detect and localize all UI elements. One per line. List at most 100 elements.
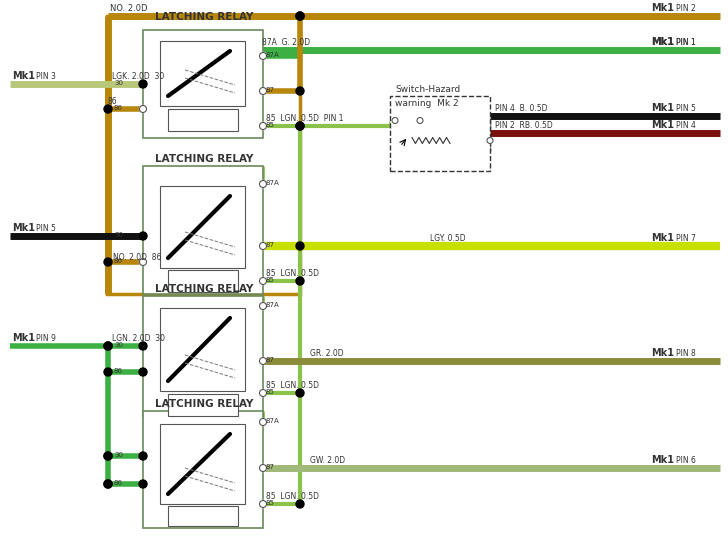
Text: 86: 86 xyxy=(114,105,123,111)
Text: Mk1: Mk1 xyxy=(651,348,674,358)
Bar xyxy=(143,411,263,528)
Circle shape xyxy=(104,480,112,488)
Circle shape xyxy=(104,342,112,350)
Text: NO. 2.0D: NO. 2.0D xyxy=(110,4,148,13)
Circle shape xyxy=(104,105,112,113)
Text: LGY. 0.5D: LGY. 0.5D xyxy=(430,234,466,243)
Text: 86: 86 xyxy=(114,480,123,486)
Text: 30: 30 xyxy=(114,232,123,238)
Circle shape xyxy=(487,138,493,144)
Text: 87: 87 xyxy=(266,357,275,363)
Circle shape xyxy=(259,389,266,396)
Text: Mk1: Mk1 xyxy=(651,103,674,113)
Bar xyxy=(107,16,300,294)
Text: PIN 9: PIN 9 xyxy=(36,334,56,343)
Text: GR. 2.0D: GR. 2.0D xyxy=(310,349,344,358)
Text: Mk1: Mk1 xyxy=(12,223,35,233)
Bar xyxy=(160,186,245,268)
Bar xyxy=(143,296,263,418)
Circle shape xyxy=(259,242,266,250)
Bar xyxy=(160,41,245,106)
Circle shape xyxy=(296,389,304,397)
Circle shape xyxy=(296,12,304,20)
Circle shape xyxy=(296,122,304,130)
Text: NO. 2.0D  86: NO. 2.0D 86 xyxy=(113,253,162,262)
Circle shape xyxy=(140,480,146,488)
Text: PIN 1: PIN 1 xyxy=(676,38,696,47)
Circle shape xyxy=(104,258,112,266)
Text: LATCHING RELAY: LATCHING RELAY xyxy=(155,12,253,22)
Text: Mk1: Mk1 xyxy=(651,3,674,13)
Text: 86: 86 xyxy=(107,97,116,106)
Circle shape xyxy=(140,105,146,112)
Text: 87: 87 xyxy=(266,464,275,470)
Text: LATCHING RELAY: LATCHING RELAY xyxy=(155,284,253,294)
Text: GW. 2.0D: GW. 2.0D xyxy=(310,456,345,465)
Text: 85: 85 xyxy=(266,277,275,283)
Circle shape xyxy=(140,258,146,265)
Circle shape xyxy=(139,368,147,376)
Text: 85: 85 xyxy=(266,389,275,395)
Circle shape xyxy=(140,369,146,376)
Circle shape xyxy=(259,302,266,310)
Text: 87A: 87A xyxy=(266,418,280,424)
Text: PIN 7: PIN 7 xyxy=(676,234,696,243)
Text: 30: 30 xyxy=(114,452,123,458)
Text: 87A: 87A xyxy=(266,302,280,308)
Circle shape xyxy=(139,480,147,488)
Circle shape xyxy=(259,122,266,129)
Circle shape xyxy=(296,500,304,508)
Circle shape xyxy=(104,452,112,460)
Text: 87A: 87A xyxy=(266,180,280,186)
Circle shape xyxy=(104,480,112,488)
Text: Mk1: Mk1 xyxy=(651,455,674,465)
Text: PIN 2  RB. 0.5D: PIN 2 RB. 0.5D xyxy=(495,121,553,130)
Circle shape xyxy=(296,87,304,95)
Circle shape xyxy=(104,368,112,376)
Circle shape xyxy=(140,80,146,87)
Circle shape xyxy=(140,453,146,460)
Circle shape xyxy=(296,277,304,285)
Bar xyxy=(143,30,263,138)
Text: PIN 2: PIN 2 xyxy=(676,4,696,13)
Bar xyxy=(168,394,238,416)
Text: PIN 4  B. 0.5D: PIN 4 B. 0.5D xyxy=(495,104,547,113)
Circle shape xyxy=(139,80,147,88)
Text: Mk1: Mk1 xyxy=(651,120,674,130)
Text: 85  LGN. 0.5D: 85 LGN. 0.5D xyxy=(266,269,319,278)
Circle shape xyxy=(296,12,304,20)
Circle shape xyxy=(259,277,266,284)
Text: PIN 4: PIN 4 xyxy=(676,121,696,130)
Circle shape xyxy=(139,452,147,460)
Text: Mk1: Mk1 xyxy=(651,37,674,47)
Text: PIN 6: PIN 6 xyxy=(676,456,696,465)
Circle shape xyxy=(259,87,266,94)
Circle shape xyxy=(296,122,304,130)
Text: PIN 5: PIN 5 xyxy=(676,104,696,113)
Text: LGK. 2.0D  30: LGK. 2.0D 30 xyxy=(112,72,165,81)
Circle shape xyxy=(259,465,266,472)
Bar xyxy=(160,424,245,504)
Bar xyxy=(390,96,490,171)
Text: 85  LGN. 0.5D: 85 LGN. 0.5D xyxy=(266,381,319,390)
Circle shape xyxy=(139,232,147,240)
Text: 85: 85 xyxy=(266,500,275,506)
Text: Mk1: Mk1 xyxy=(651,37,674,47)
Text: 87A  G. 2.0D: 87A G. 2.0D xyxy=(262,38,310,47)
Circle shape xyxy=(259,358,266,365)
Bar xyxy=(168,506,238,526)
Circle shape xyxy=(104,452,112,460)
Text: Mk1: Mk1 xyxy=(651,233,674,243)
Text: LATCHING RELAY: LATCHING RELAY xyxy=(155,154,253,164)
Text: 30: 30 xyxy=(114,342,123,348)
Text: Mk1: Mk1 xyxy=(12,71,35,81)
Text: PIN 8: PIN 8 xyxy=(676,349,696,358)
Bar xyxy=(168,270,238,292)
Circle shape xyxy=(139,342,147,350)
Circle shape xyxy=(140,233,146,240)
Text: 86: 86 xyxy=(114,258,123,264)
Text: 87: 87 xyxy=(266,242,275,248)
Circle shape xyxy=(259,181,266,187)
Text: 86: 86 xyxy=(114,368,123,374)
Text: Mk1: Mk1 xyxy=(12,333,35,343)
